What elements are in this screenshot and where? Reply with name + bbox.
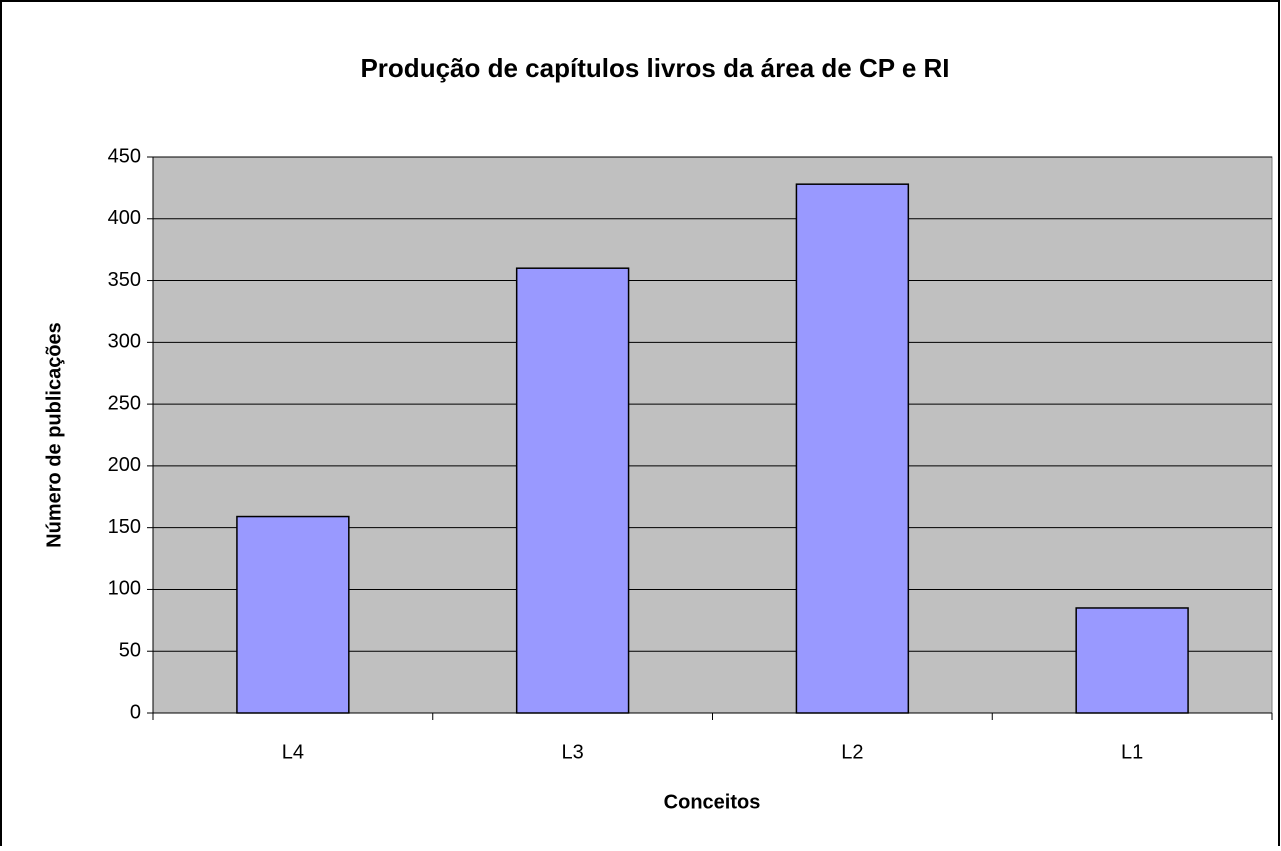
bar xyxy=(1075,607,1189,714)
y-tick-label: 350 xyxy=(108,269,141,291)
bar xyxy=(236,515,350,714)
x-tick-label: L3 xyxy=(562,741,584,763)
x-tick-label: L2 xyxy=(841,741,863,763)
y-axis-label: Número de publicações xyxy=(43,322,65,548)
x-axis-label: Conceitos xyxy=(664,791,761,813)
y-tick-label: 400 xyxy=(108,207,141,229)
y-tick-label: 50 xyxy=(119,640,141,662)
y-tick-label: 100 xyxy=(108,578,141,600)
bar xyxy=(515,267,630,714)
y-tick-label: 450 xyxy=(108,145,141,167)
y-tick-label: 200 xyxy=(108,454,141,476)
chart-title: Produção de capítulos livros da área de … xyxy=(360,53,949,83)
y-tick-label: 250 xyxy=(108,392,141,414)
y-tick-label: 150 xyxy=(108,516,141,538)
y-tick-label: 300 xyxy=(108,331,141,353)
y-tick-label: 0 xyxy=(130,701,141,723)
x-tick-label: L4 xyxy=(282,741,304,763)
x-tick-label: L1 xyxy=(1121,741,1143,763)
bar xyxy=(795,183,910,714)
